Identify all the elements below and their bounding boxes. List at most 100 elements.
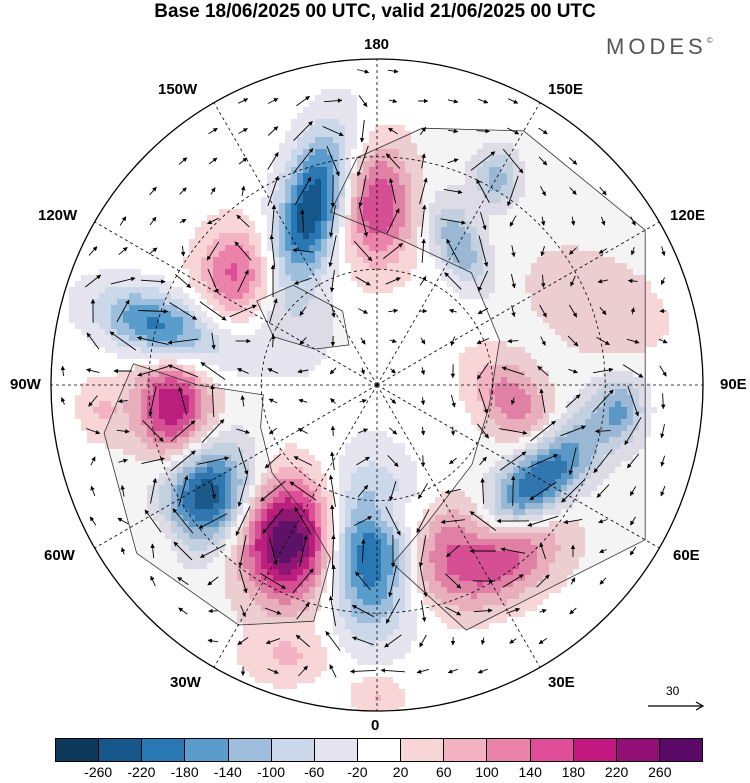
graticule — [51, 59, 703, 711]
wind-arrow — [356, 456, 370, 466]
wind-arrow — [149, 216, 157, 226]
wind-arrow — [170, 450, 196, 472]
wind-arrow — [208, 127, 218, 135]
wind-arrow — [540, 245, 545, 257]
wind-arrow — [388, 565, 397, 598]
wind-arrow — [109, 331, 137, 351]
lon-label-60w: 60W — [44, 547, 75, 564]
wind-arrow — [502, 574, 524, 588]
colorbar-swatch — [444, 739, 488, 761]
wind-arrow — [293, 120, 313, 142]
wind-arrow — [660, 277, 666, 285]
map-border — [50, 58, 704, 712]
wind-arrow — [296, 602, 310, 620]
wind-arrow — [138, 309, 169, 314]
wind-arrow — [384, 634, 402, 648]
wind-arrow — [539, 304, 547, 318]
wind-arrow — [388, 427, 398, 435]
wind-arrow — [480, 212, 487, 231]
wind-arrow — [178, 607, 188, 615]
wind-arrow — [294, 176, 312, 206]
wind-arrow — [299, 534, 308, 567]
wind-arrow — [270, 334, 276, 348]
lon-label-60e: 60E — [673, 547, 700, 564]
colorbar-swatch — [659, 739, 703, 761]
wind-arrow — [658, 338, 668, 344]
wind-arrow — [236, 368, 249, 374]
wind-arrow — [530, 420, 556, 442]
wind-arrow — [511, 305, 516, 318]
wind-arrow — [358, 95, 368, 107]
lon-label-150w: 150W — [158, 81, 198, 98]
wind-arrow — [538, 156, 548, 166]
colorbar-tick-label: -20 — [347, 764, 368, 780]
wind-arrow — [444, 573, 462, 589]
wind-arrow — [570, 275, 576, 287]
wind-arrow — [390, 368, 396, 374]
wind-arrow — [539, 609, 547, 614]
wind-arrow — [267, 98, 279, 104]
wind-arrow — [596, 337, 610, 345]
wind-arrow — [293, 277, 312, 285]
wind-arrow — [299, 306, 307, 316]
colorbar-labels: -260 -220 -180 -140 -100 -60 -20 20 60 100 140 180 2… — [55, 764, 703, 783]
wind-arrow — [420, 337, 426, 345]
wind-arrow — [440, 519, 465, 525]
wind-arrow — [450, 394, 456, 408]
wind-arrow — [121, 547, 126, 555]
wind-arrow — [149, 186, 157, 196]
wind-arrow — [387, 68, 399, 74]
wind-arrow — [206, 241, 220, 261]
colorbar-swatch — [314, 739, 358, 761]
wind-arrow — [262, 508, 284, 534]
wind-arrow — [630, 307, 636, 315]
wind-arrow — [237, 475, 248, 507]
wind-arrow — [260, 480, 286, 502]
wind-arrow — [349, 669, 376, 674]
wind-arrow — [240, 605, 246, 618]
wind-arrow — [86, 332, 100, 350]
wind-arrow — [148, 247, 158, 255]
wind-arrow — [478, 388, 488, 414]
wind-arrow — [117, 517, 129, 525]
wind-arrow — [118, 246, 128, 256]
wind-arrow — [198, 513, 228, 529]
wind-arrow — [86, 428, 101, 435]
wind-arrow — [90, 485, 96, 497]
wind-arrow — [528, 454, 559, 468]
brand-logo: MODES© — [606, 34, 713, 59]
wind-arrow — [199, 544, 226, 558]
wind-arrow — [326, 146, 340, 177]
colorbar-tick-label: 260 — [648, 764, 672, 780]
wind-arrow — [238, 98, 249, 104]
wind-arrow — [419, 177, 428, 205]
wind-arrow — [600, 216, 606, 226]
wind-arrow — [420, 397, 426, 406]
wind-arrow — [506, 607, 521, 614]
colorbar-swatch — [573, 739, 617, 761]
wind-vectors — [60, 68, 668, 678]
wind-arrow — [660, 455, 666, 467]
wind-arrow — [568, 447, 577, 476]
wind-arrow — [177, 577, 189, 585]
wind-arrow — [510, 273, 516, 289]
colorbar — [55, 738, 703, 762]
wind-arrow — [380, 668, 405, 673]
wind-arrow — [328, 474, 336, 507]
wind-arrow — [568, 304, 578, 318]
wind-arrow — [501, 366, 525, 376]
wind-arrow — [359, 398, 367, 404]
wind-arrow — [86, 368, 100, 374]
wind-arrow — [624, 416, 642, 446]
wind-arrow — [329, 367, 337, 375]
wind-arrow — [599, 548, 607, 553]
wind-arrow — [598, 248, 608, 254]
wind-arrow — [660, 485, 666, 497]
wind-arrow — [629, 486, 637, 496]
colorbar-tick-label: 20 — [392, 764, 409, 780]
wind-arrow — [569, 607, 577, 615]
wind-arrow — [328, 205, 336, 238]
wind-arrow — [178, 157, 188, 165]
wind-arrow — [357, 69, 370, 74]
wind-arrow — [240, 395, 246, 407]
